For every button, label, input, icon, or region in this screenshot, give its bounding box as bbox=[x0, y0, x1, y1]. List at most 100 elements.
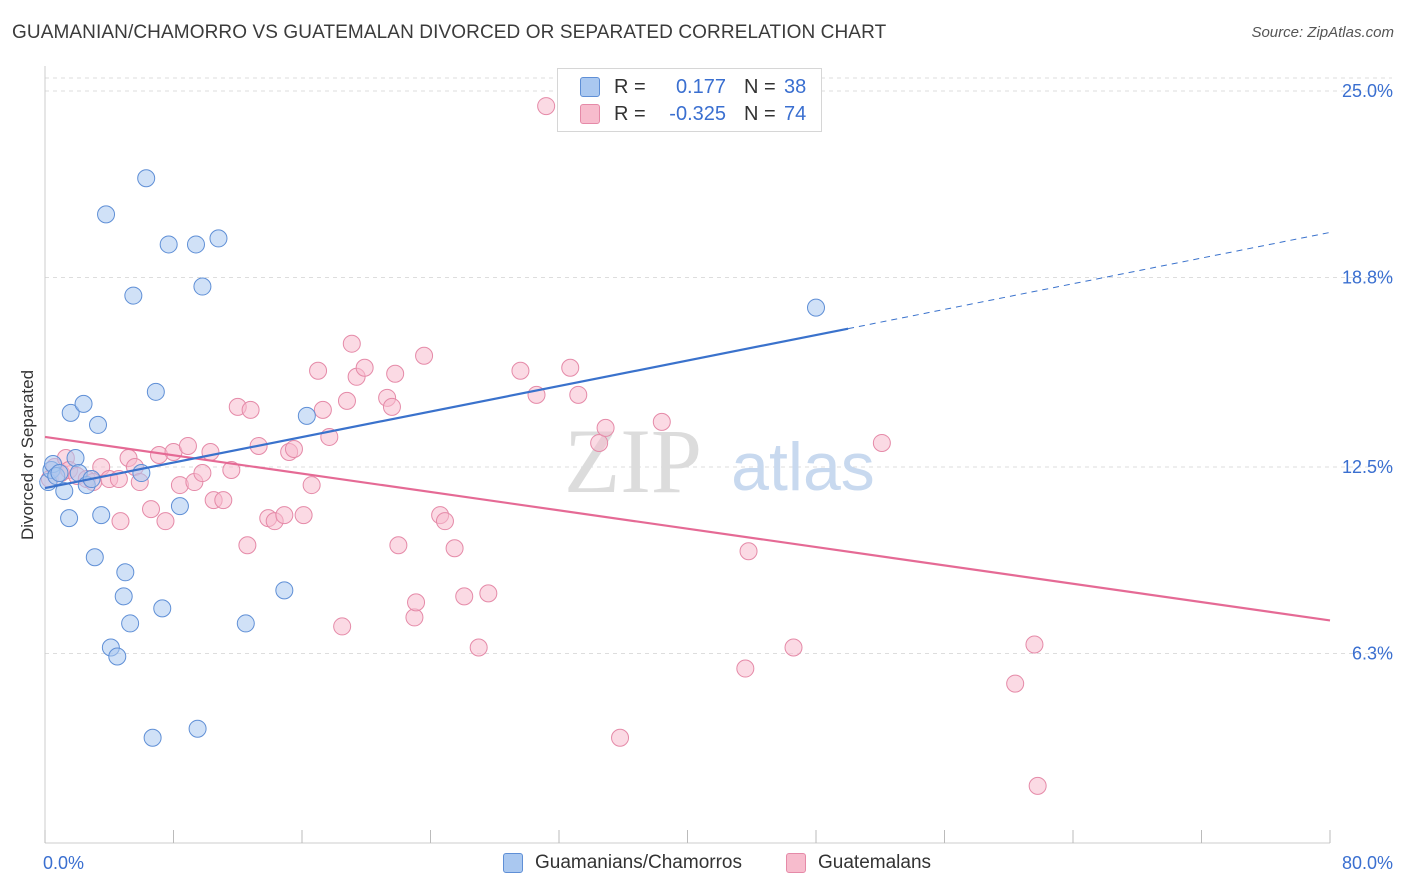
guatemalan-point bbox=[611, 728, 630, 747]
guamanian-point bbox=[807, 298, 825, 317]
guatemalan-point bbox=[784, 638, 803, 657]
y-tick-label: 25.0% bbox=[1342, 81, 1393, 101]
y-tick-label: 18.8% bbox=[1342, 268, 1393, 288]
guamanian-point bbox=[108, 647, 127, 666]
guatemalan-point bbox=[479, 584, 498, 603]
legend-r-value: 0.177 bbox=[675, 75, 726, 98]
guatemalans-points bbox=[40, 97, 1047, 795]
legend-label-guamanians: Guamanians/Chamorros bbox=[535, 852, 742, 873]
guamanian-point bbox=[137, 169, 156, 188]
legend-r-value: -0.325 bbox=[669, 102, 726, 125]
grid-lines bbox=[45, 77, 1392, 655]
guamanian-point bbox=[92, 506, 111, 525]
legend-n-value: 74 bbox=[784, 102, 807, 125]
guatemalan-point bbox=[302, 476, 321, 495]
guamanian-point bbox=[97, 205, 116, 224]
guatemalan-point bbox=[1006, 674, 1025, 693]
guatemalan-point bbox=[238, 536, 257, 555]
guatemalans-trend-line bbox=[44, 435, 1331, 622]
guatemalan-point bbox=[652, 412, 671, 431]
guatemalan-point bbox=[445, 539, 464, 558]
y-tick-label: 12.5% bbox=[1342, 457, 1393, 477]
guatemalan-point bbox=[415, 346, 434, 365]
guamanian-point bbox=[146, 382, 165, 401]
guamanian-point bbox=[170, 497, 189, 516]
guamanian-point bbox=[50, 464, 69, 483]
guatemalan-point bbox=[214, 491, 233, 510]
y-tick-label: 6.3% bbox=[1352, 644, 1393, 664]
guatemalan-point bbox=[596, 418, 615, 437]
guamanian-point bbox=[275, 581, 294, 600]
guatemalan-point bbox=[569, 385, 588, 404]
guatemalan-point bbox=[435, 512, 454, 531]
guamanians-trend-line bbox=[44, 327, 849, 490]
guamanian-point bbox=[124, 286, 143, 305]
guatemalan-point bbox=[590, 433, 609, 452]
guamanian-point bbox=[236, 614, 255, 633]
guatemalan-point bbox=[111, 512, 130, 531]
guamanian-point bbox=[61, 403, 80, 422]
guamanian-point bbox=[121, 614, 140, 633]
watermark: ZIP atlas bbox=[564, 410, 875, 512]
watermark-atlas: atlas bbox=[731, 429, 875, 505]
guatemalan-point bbox=[309, 361, 328, 380]
legend-r-label: R = bbox=[614, 75, 646, 98]
guatemalan-point bbox=[382, 397, 401, 416]
guamanian-point bbox=[209, 229, 228, 248]
x-tick-label: 80.0% bbox=[1342, 853, 1393, 873]
guamanian-point bbox=[143, 728, 162, 747]
legend-item-guamanians: Guamanians/Chamorros bbox=[503, 852, 742, 874]
guamanian-point bbox=[188, 719, 207, 738]
guatemalan-point bbox=[241, 400, 260, 419]
guamanian-point bbox=[159, 235, 178, 254]
guamanians-trend-extension bbox=[848, 231, 1331, 330]
guatemalan-point bbox=[389, 536, 408, 555]
guatemalan-point bbox=[193, 464, 212, 483]
series-legend: Guamanians/Chamorros Guatemalans bbox=[0, 852, 1406, 878]
guatemalan-point bbox=[337, 391, 356, 410]
guatemalan-point bbox=[178, 436, 197, 455]
guatemalan-point bbox=[469, 638, 488, 657]
correlation-legend: R = 0.177 N = 38 R = -0.325 N = 74 bbox=[557, 68, 822, 132]
legend-swatch-series1 bbox=[580, 77, 600, 97]
guamanian-point bbox=[186, 235, 205, 254]
x-tick-label: 0.0% bbox=[43, 853, 84, 873]
source-attribution: Source: ZipAtlas.com bbox=[1251, 24, 1394, 41]
legend-r-label: R = bbox=[614, 102, 646, 125]
guatemalan-point bbox=[156, 512, 175, 531]
guatemalan-point bbox=[386, 364, 405, 383]
guamanian-point bbox=[193, 277, 212, 296]
guatemalan-point bbox=[342, 334, 361, 353]
guamanian-point bbox=[85, 548, 104, 567]
y-axis-label: Divorced or Separated bbox=[18, 370, 37, 540]
guatemalan-point bbox=[1028, 776, 1047, 795]
legend-swatch-guamanians bbox=[503, 853, 523, 873]
trend-lines bbox=[44, 231, 1331, 622]
x-tick-labels: 0.0% 80.0% bbox=[43, 853, 1393, 873]
legend-label-guatemalans: Guatemalans bbox=[818, 852, 932, 873]
watermark-zip: ZIP bbox=[564, 410, 702, 512]
guatemalan-point bbox=[739, 542, 758, 561]
chart-title: GUAMANIAN/CHAMORRO VS GUATEMALAN DIVORCE… bbox=[12, 22, 887, 43]
guamanian-point bbox=[60, 509, 79, 528]
guamanian-point bbox=[66, 448, 85, 467]
guamanian-point bbox=[116, 563, 135, 582]
guatemalan-point bbox=[561, 358, 580, 377]
legend-n-label: N = bbox=[744, 75, 776, 98]
guatemalan-point bbox=[313, 400, 332, 419]
guamanian-point bbox=[114, 587, 133, 606]
guatemalan-point bbox=[333, 617, 352, 636]
guatemalan-point bbox=[170, 476, 189, 495]
guamanian-point bbox=[89, 415, 108, 434]
axes bbox=[44, 66, 1331, 844]
guatemalan-point bbox=[1025, 635, 1044, 654]
guamanian-point bbox=[153, 599, 172, 618]
legend-row-series2: R = -0.325 N = 74 bbox=[580, 102, 806, 126]
guatemalan-point bbox=[455, 587, 474, 606]
guatemalan-point bbox=[407, 593, 426, 612]
legend-row-series1: R = 0.177 N = 38 bbox=[580, 75, 806, 99]
guatemalan-point bbox=[284, 439, 303, 458]
guatemalan-point bbox=[294, 506, 313, 525]
legend-swatch-guatemalans bbox=[786, 853, 806, 873]
